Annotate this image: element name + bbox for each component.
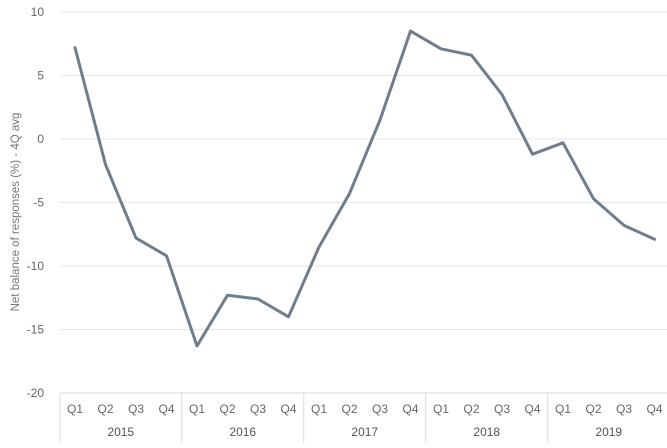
x-tick-label-year: 2019 xyxy=(595,425,622,439)
x-tick-label-quarter: Q4 xyxy=(158,402,174,416)
data-point xyxy=(440,47,443,50)
data-point xyxy=(623,224,626,227)
data-point xyxy=(592,197,595,200)
x-tick-label-quarter: Q2 xyxy=(585,402,601,416)
data-point xyxy=(257,298,260,301)
data-point xyxy=(104,163,107,166)
x-tick-label-quarter: Q3 xyxy=(372,402,388,416)
y-tick-label: -10 xyxy=(27,259,45,273)
data-point xyxy=(379,118,382,121)
y-tick-label: 10 xyxy=(31,5,45,19)
data-point xyxy=(501,93,504,96)
series-line xyxy=(73,29,656,348)
x-tick-label-quarter: Q4 xyxy=(280,402,296,416)
x-tick-label-quarter: Q2 xyxy=(97,402,113,416)
x-tick-label-quarter: Q1 xyxy=(433,402,449,416)
data-point xyxy=(348,192,351,195)
data-point xyxy=(318,245,321,248)
data-point xyxy=(287,315,290,318)
data-point xyxy=(74,46,77,49)
x-tick-label-quarter: Q1 xyxy=(189,402,205,416)
y-tick-label: 0 xyxy=(37,132,44,146)
y-axis-title: Net balance of responses (%) - 4Q avg xyxy=(10,113,22,312)
label-layer: 10 5 0 -5 -10 -15 -20 Q1 Q2 Q3 Q4 Q1 Q2 Q3 Q4 Q1 Q2 Q3 Q4 Q… xyxy=(27,5,663,439)
x-tick-label-year: 2016 xyxy=(229,425,256,439)
y-tick-label: -5 xyxy=(33,196,44,210)
x-tick-label-quarter: Q3 xyxy=(128,402,144,416)
data-point xyxy=(165,254,168,257)
x-tick-label-quarter: Q3 xyxy=(250,402,266,416)
axis-layer xyxy=(59,392,667,443)
x-tick-label-quarter: Q2 xyxy=(219,402,235,416)
data-point xyxy=(562,141,565,144)
x-tick-label-year: 2015 xyxy=(107,425,134,439)
x-tick-label-quarter: Q4 xyxy=(646,402,662,416)
x-tick-label-quarter: Q1 xyxy=(67,402,83,416)
data-point xyxy=(135,237,138,240)
x-tick-label-quarter: Q2 xyxy=(463,402,479,416)
data-point xyxy=(531,153,534,156)
data-point xyxy=(226,294,229,297)
grid-layer xyxy=(60,11,667,394)
y-tick-label: -15 xyxy=(27,323,45,337)
data-point xyxy=(196,345,199,348)
x-tick-label-quarter: Q1 xyxy=(311,402,327,416)
x-tick-label-quarter: Q1 xyxy=(555,402,571,416)
x-tick-label-quarter: Q4 xyxy=(524,402,540,416)
x-tick-label-year: 2018 xyxy=(473,425,500,439)
x-tick-label-quarter: Q4 xyxy=(402,402,418,416)
x-tick-label-quarter: Q2 xyxy=(341,402,357,416)
series-layer xyxy=(73,29,656,348)
x-tick-label-year: 2017 xyxy=(351,425,378,439)
data-point xyxy=(470,54,473,57)
y-tick-label: 5 xyxy=(37,69,44,83)
x-tick-label-quarter: Q3 xyxy=(494,402,510,416)
data-point xyxy=(653,238,656,241)
y-tick-label: -20 xyxy=(27,386,45,400)
x-tick-label-quarter: Q3 xyxy=(616,402,632,416)
data-point xyxy=(409,30,412,33)
